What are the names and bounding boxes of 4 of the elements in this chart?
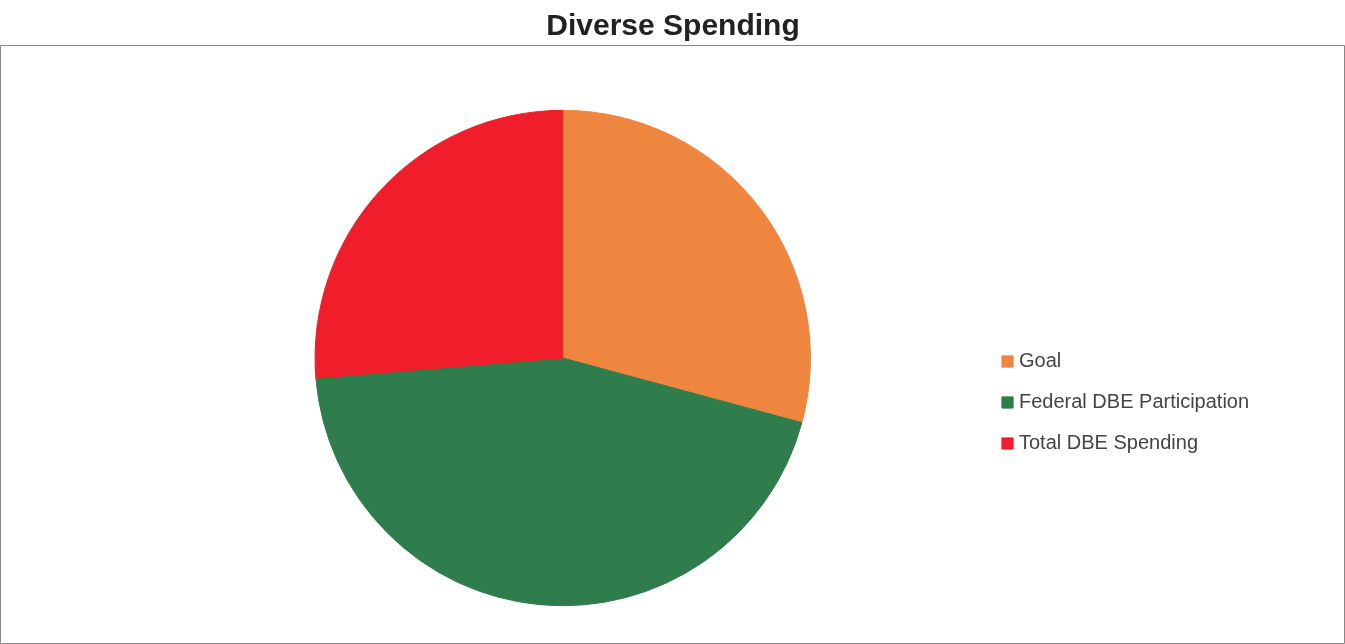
legend-label: Total DBE Spending bbox=[1019, 431, 1199, 454]
legend-label: Goal bbox=[1019, 349, 1062, 372]
legend-label: Federal DBE Participation bbox=[1019, 390, 1250, 413]
chart-title: Diverse Spending bbox=[546, 7, 800, 41]
